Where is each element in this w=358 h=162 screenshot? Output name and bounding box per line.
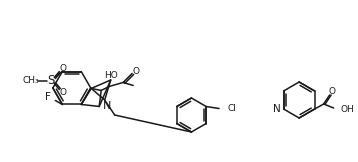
Text: F: F (45, 93, 51, 102)
Text: O: O (60, 88, 67, 97)
Text: N: N (102, 101, 111, 111)
Text: O: O (328, 87, 335, 97)
Text: O: O (60, 64, 67, 73)
Text: HO: HO (104, 71, 118, 80)
Text: N: N (273, 104, 281, 114)
Text: O: O (132, 67, 140, 76)
Text: OH: OH (340, 105, 354, 115)
Text: CH₃: CH₃ (22, 76, 39, 85)
Text: Cl: Cl (227, 104, 236, 113)
Text: S: S (48, 74, 55, 87)
